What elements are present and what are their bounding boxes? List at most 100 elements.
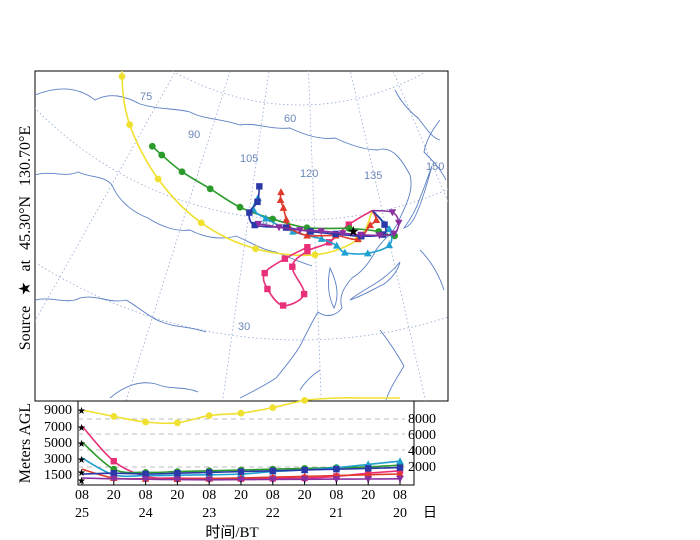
- trajectory-0-point-3: [252, 245, 259, 253]
- height-panel: ★★★ ★★★: [77, 397, 415, 487]
- trajectory-2-point-6: [236, 203, 244, 211]
- trajectory-6: [254, 209, 403, 240]
- trajectory-5-point-1: [381, 221, 388, 228]
- trajectory-5-point-10: [256, 183, 263, 190]
- trajectory-3-point-1: [385, 225, 394, 233]
- trajectory-1-point-5: [300, 290, 308, 298]
- trajectory-3: [249, 193, 394, 257]
- y-right-tick-4000: 4000: [408, 444, 436, 459]
- trajectory-0-point-4: [197, 219, 205, 227]
- source-label-star: ★: [17, 281, 34, 295]
- trajectory-4-point-2: [366, 221, 375, 229]
- trajectory-6-point-10: [254, 220, 263, 228]
- y-tick-7000: 7000: [44, 420, 72, 435]
- trajectory-3-point-2: [385, 241, 393, 249]
- height-5-point-2: [142, 470, 149, 478]
- height-profiles: [81, 397, 404, 484]
- trajectory-4-point-5: [303, 231, 311, 239]
- height-5-point-10: [396, 464, 404, 471]
- x-hour-label-3: 20: [170, 488, 184, 503]
- x-axis-day-suffix: 日: [423, 506, 437, 521]
- height-0-point-4: [205, 412, 213, 419]
- trajectory-3-point-6: [317, 234, 326, 242]
- height-6-point-8: [332, 476, 341, 484]
- x-day-label-1: 24: [139, 506, 153, 521]
- trajectory-1-point-1: [345, 221, 352, 228]
- x-hour-label-2: 08: [139, 488, 153, 503]
- trajectory-6-point-3: [390, 230, 398, 238]
- lon-line-150: [392, 71, 448, 203]
- y-axis-left: 9000 7000 5000 3000 1500 Meters AGL: [17, 403, 72, 483]
- x-hour-label-1: 20: [107, 488, 121, 503]
- height-5-point-5: [237, 468, 245, 475]
- trajectory-1-point-7: [264, 285, 271, 293]
- source-label-word: Source: [17, 306, 34, 350]
- trajectory-6-point-5: [357, 231, 365, 239]
- height-5-point-7: [301, 466, 308, 474]
- y-axis-right: 8000 6000 4000 2000: [408, 412, 436, 475]
- x-axis-title: 时间/BT: [205, 524, 258, 540]
- x-hour-label-5: 20: [234, 488, 248, 503]
- height-0-point-2: [142, 418, 150, 426]
- height-0-point-3: [174, 419, 181, 427]
- trajectory-4-point-9: [276, 195, 285, 203]
- trajectory-3-point-5: [332, 241, 341, 249]
- svg-text:Source ★ at: Source ★ at 45.30°N 130.70°E: [17, 126, 34, 350]
- height-5-point-3: [174, 470, 181, 477]
- lon-line-120: [308, 71, 322, 401]
- source-label-at: at: [17, 259, 34, 271]
- trajectory-4-point-10: [277, 188, 285, 196]
- y-tick-1500: 1500: [44, 468, 72, 483]
- x-day-label-4: 21: [329, 506, 343, 521]
- trajectory-1-point-9: [281, 255, 289, 262]
- trajectory-6-point-4: [375, 232, 384, 240]
- y-right-tick-2000: 2000: [408, 460, 436, 475]
- trajectory-4-point-7: [282, 215, 291, 223]
- height-5-point-9: [365, 465, 372, 472]
- height-1-point-1: [110, 458, 117, 465]
- map-panel: 75 90 105 120 135 150 60 45 30 ★: [34, 10, 449, 402]
- trajectory-5-point-4: [332, 230, 339, 238]
- trajectory-3-point-3: [363, 249, 372, 257]
- height-4-point-10: [396, 470, 404, 477]
- source-label-lon: 130.70°E: [17, 126, 34, 186]
- height-6-point-3: [173, 476, 182, 484]
- grat-label-90: 90: [188, 129, 200, 141]
- svg-text:★: ★: [77, 406, 86, 417]
- trajectory-3-point-4: [341, 248, 349, 256]
- x-hour-label-0: 08: [75, 488, 89, 503]
- height-6-point-2: [141, 476, 150, 484]
- height-3-point-10: [396, 457, 404, 465]
- x-hour-label-10: 08: [393, 488, 407, 503]
- height-6-point-5: [237, 476, 245, 484]
- y-tick-3000: 3000: [44, 452, 72, 467]
- height-0-point-7: [301, 397, 308, 404]
- grat-label-150: 150: [426, 161, 444, 173]
- grat-label-120: 120: [300, 168, 318, 180]
- source-label: Source ★ at 45.30°N 130.70°E: [17, 126, 34, 350]
- height-5-point-1: [110, 470, 117, 477]
- height-0-point-1: [110, 413, 118, 420]
- height-6-point-7: [300, 476, 309, 484]
- svg-text:★: ★: [77, 455, 86, 466]
- trajectory-2-point-3: [345, 225, 353, 232]
- height-6-point-9: [364, 475, 372, 483]
- source-label-lat: 45.30°N: [17, 196, 34, 250]
- trajectory-0-point-8: [123, 36, 130, 43]
- grat-label-75: 75: [140, 91, 152, 103]
- height-6-point-10: [396, 475, 404, 483]
- height-5-point-4: [206, 469, 213, 476]
- trajectory-0-point-9: [136, 10, 143, 17]
- y-right-tick-6000: 6000: [408, 428, 436, 443]
- svg-text:★: ★: [77, 468, 86, 479]
- trajectory-1-point-3: [304, 247, 311, 255]
- trajectory-6-point-1: [388, 209, 397, 217]
- graticule: [35, 71, 448, 401]
- x-hour-label-6: 08: [266, 488, 280, 503]
- trajectory-5-point-7: [251, 221, 258, 229]
- x-axis: 日 时间/BT 08 20 08 20 08 20 08 20 08 20 08 25 24 23 22 21…: [75, 481, 437, 540]
- grat-label-30: 30: [238, 321, 250, 333]
- x-day-label-3: 22: [266, 506, 280, 521]
- trajectory-0-point-2: [311, 251, 319, 259]
